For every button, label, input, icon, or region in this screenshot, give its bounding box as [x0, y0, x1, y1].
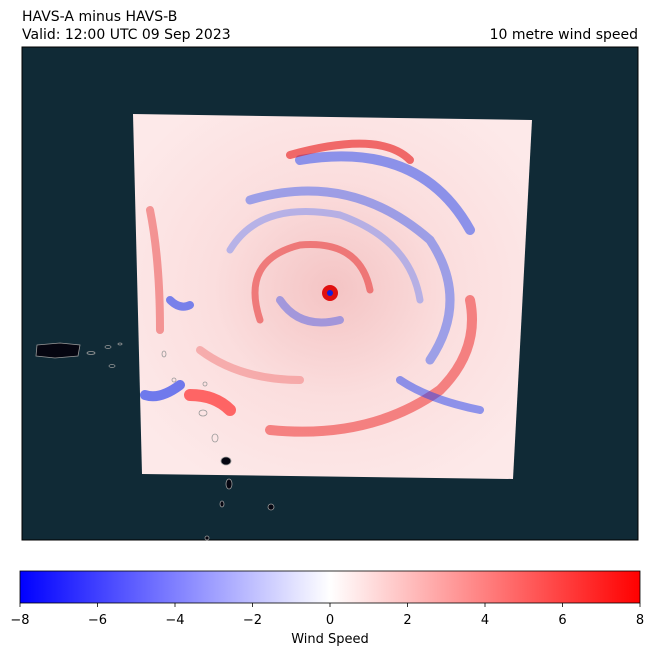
islands	[35, 342, 275, 541]
spiral-bands	[140, 139, 484, 437]
field-name: 10 metre wind speed	[490, 27, 638, 43]
tick-label: 4	[481, 613, 489, 628]
tick-label: 2	[403, 613, 411, 628]
tick-label: 6	[558, 613, 566, 628]
title: HAVS-A minus HAVS-B	[22, 9, 177, 25]
colorbar: −8 −6 −4 −2 0 2 4 6 8	[10, 570, 644, 628]
tick-label: 0	[326, 613, 334, 628]
colorbar-label: Wind Speed	[291, 632, 369, 647]
tick-label: −8	[10, 613, 29, 628]
tick-label: 8	[636, 613, 644, 628]
tick-label: −6	[88, 613, 107, 628]
colorbar-ticks: −8 −6 −4 −2 0 2 4 6 8	[10, 603, 644, 628]
tick-label: −4	[165, 613, 184, 628]
subtitle: Valid: 12:00 UTC 09 Sep 2023	[22, 27, 231, 43]
colorbar-ramp	[19, 570, 641, 604]
eye	[327, 290, 333, 296]
tick-label: −2	[243, 613, 262, 628]
map	[21, 46, 639, 541]
